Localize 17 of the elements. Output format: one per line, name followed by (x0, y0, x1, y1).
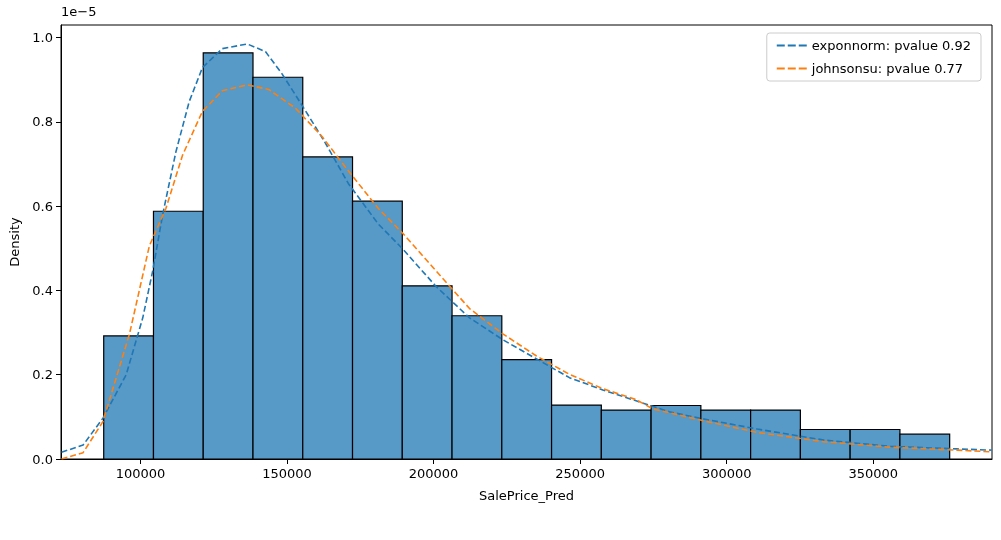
x-axis-title: SalePrice_Pred (479, 488, 574, 503)
legend-label: exponnorm: pvalue 0.92 (811, 38, 971, 53)
y-tick-label: 0.8 (32, 114, 53, 130)
x-tick-label: 200000 (408, 466, 459, 481)
y-tick-label: 0.4 (32, 282, 53, 298)
x-tick-label: 350000 (848, 466, 899, 481)
x-tick-label: 150000 (262, 466, 312, 481)
y-tick-label: 1.0 (32, 30, 53, 46)
x-tick-label: 300000 (701, 466, 752, 481)
y-axis-title: Density (7, 216, 23, 267)
y-tick-label: 0.6 (32, 198, 53, 214)
x-tick-label: 100000 (115, 466, 166, 481)
text: 1e−5 (61, 4, 97, 19)
legend-label: johnsonsu: pvalue 0.77 (810, 61, 964, 76)
x-tick-label: 250000 (555, 466, 605, 481)
y-tick-label: 0.0 (32, 451, 53, 467)
y-tick-label: 0.2 (32, 367, 53, 383)
